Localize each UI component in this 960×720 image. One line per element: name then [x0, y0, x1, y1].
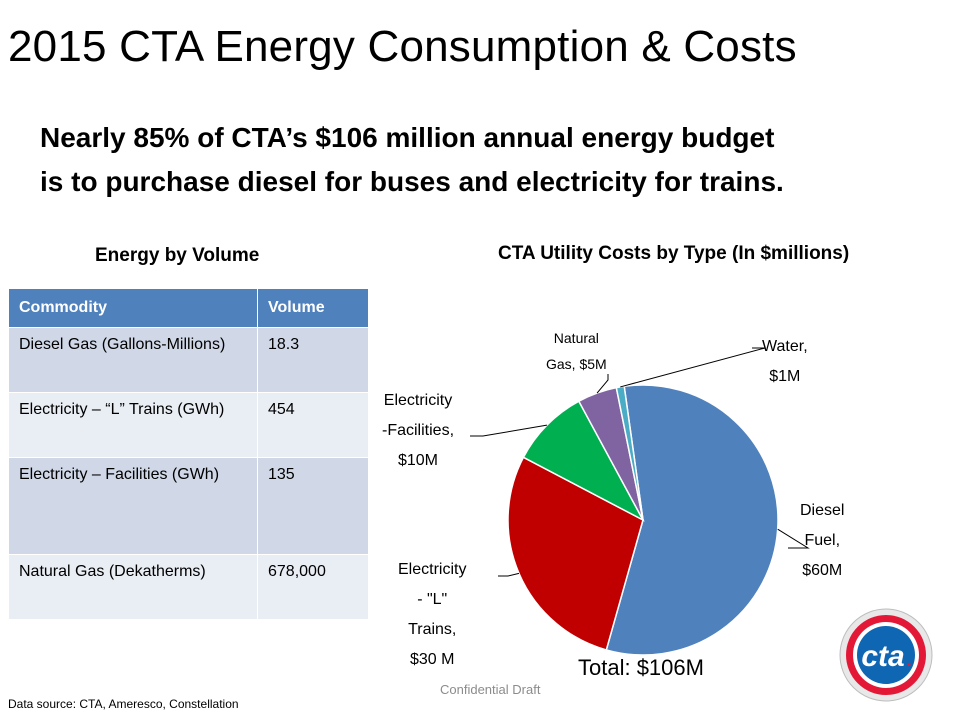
- commodity-cell: Electricity – “L” Trains (GWh): [8, 392, 258, 458]
- cta-logo: cta .: [838, 607, 934, 703]
- commodity-cell: Diesel Gas (Gallons-Millions): [8, 327, 258, 393]
- volume-cell: 678,000: [257, 554, 369, 620]
- pie-label-diesel-fuel: Diesel Fuel, $60M: [800, 502, 845, 579]
- pie-label-water: Water, $1M: [762, 338, 808, 385]
- chart-title: CTA Utility Costs by Type (In $millions): [498, 243, 850, 264]
- commodity-cell: Electricity – Facilities (GWh): [8, 457, 258, 555]
- leader-line-electricity-l-trains: [498, 572, 520, 577]
- column-header-volume: Volume: [257, 288, 369, 328]
- table-row: Natural Gas (Dekatherms) 678,000: [8, 554, 369, 620]
- column-header-commodity: Commodity: [8, 288, 258, 328]
- svg-text:.: .: [906, 649, 912, 671]
- volume-table-heading: Energy by Volume: [95, 245, 260, 266]
- pie-label-natural-gas: Natural Gas, $5M: [546, 330, 607, 372]
- volume-cell: 454: [257, 392, 369, 458]
- leader-line-water: [620, 347, 766, 388]
- table-row: Electricity – Facilities (GWh) 135: [8, 457, 369, 555]
- leader-line-diesel-fuel: [777, 528, 810, 549]
- data-source-note: Data source: CTA, Ameresco, Constellatio…: [8, 697, 239, 711]
- svg-text:cta: cta: [861, 640, 904, 673]
- footer-text: Confidential Draft: [440, 682, 541, 697]
- pie-label-electricity-facilities: Electricity -Facilities, $10M: [382, 392, 455, 469]
- pie-slice-electricity-l-trains: [507, 456, 644, 651]
- subtitle-line-2: is to purchase diesel for buses and elec…: [40, 166, 784, 197]
- volume-cell: 18.3: [257, 327, 369, 393]
- subtitle-line-1: Nearly 85% of CTA’s $106 million annual …: [40, 122, 775, 153]
- slide-subtitle: Nearly 85% of CTA’s $106 million annual …: [40, 116, 940, 204]
- table-row: Diesel Gas (Gallons-Millions) 18.3: [8, 327, 369, 393]
- volume-cell: 135: [257, 457, 369, 555]
- pie-slice-electricity-facilities: [522, 400, 645, 522]
- pie-total-label: Total: $106M: [578, 655, 704, 680]
- utility-cost-pie-chart: [470, 347, 810, 656]
- table-row: Electricity – “L” Trains (GWh) 454: [8, 392, 369, 458]
- leader-line-electricity-facilities: [470, 424, 548, 437]
- leader-line-natural-gas: [596, 374, 609, 394]
- pie-label-electricity-l-trains: Electricity - "L" Trains, $30 M: [398, 561, 467, 668]
- commodity-cell: Natural Gas (Dekatherms): [8, 554, 258, 620]
- slide-title: 2015 CTA Energy Consumption & Costs: [8, 22, 797, 71]
- energy-volume-table: Commodity Volume Diesel Gas (Gallons-Mil…: [8, 288, 369, 620]
- table-header-row: Commodity Volume: [8, 288, 369, 328]
